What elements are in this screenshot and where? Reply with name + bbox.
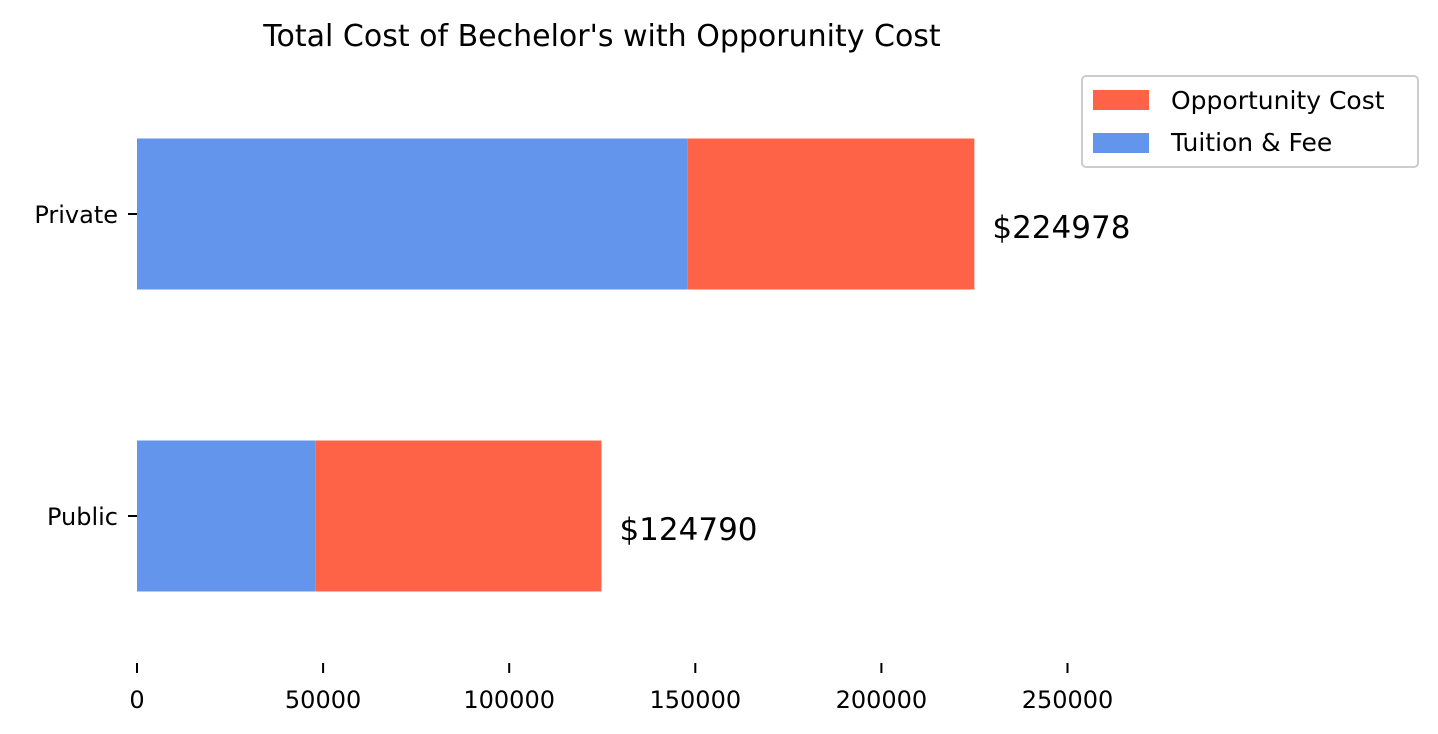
x-tick-label-0: 0: [129, 686, 144, 714]
bar-private-opportunity-cost: [687, 138, 975, 290]
y-tick-label-public: Public: [47, 503, 118, 531]
total-label-private: $224978: [992, 210, 1130, 246]
chart-title: Total Cost of Bechelor's with Opporunity…: [262, 19, 941, 54]
x-tick-label-200000: 200000: [836, 686, 928, 714]
y-axis: Public Private: [34, 201, 137, 531]
total-label-public: $124790: [619, 512, 757, 548]
bar-public-opportunity-cost: [315, 440, 602, 592]
x-tick-label-150000: 150000: [649, 686, 741, 714]
legend-frame: [1081, 75, 1419, 168]
x-tick-label-100000: 100000: [463, 686, 555, 714]
legend-swatch-tuition-fee: [1093, 133, 1149, 153]
x-tick-label-50000: 50000: [285, 686, 361, 714]
x-tick-label-250000: 250000: [1022, 686, 1114, 714]
bar-private-tuition-fee: [137, 138, 688, 290]
legend-label-tuition-fee: Tuition & Fee: [1170, 128, 1332, 157]
legend-label-opportunity-cost: Opportunity Cost: [1171, 86, 1385, 115]
y-tick-label-private: Private: [34, 201, 118, 229]
legend: Opportunity Cost Tuition & Fee: [1081, 75, 1419, 168]
bars-group: [137, 138, 975, 592]
bar-public-tuition-fee: [137, 440, 316, 592]
total-labels-group: $124790 $224978: [619, 210, 1130, 548]
legend-swatch-opportunity-cost: [1093, 90, 1149, 110]
x-axis: 0 50000 100000 150000 200000 250000: [129, 663, 1113, 714]
